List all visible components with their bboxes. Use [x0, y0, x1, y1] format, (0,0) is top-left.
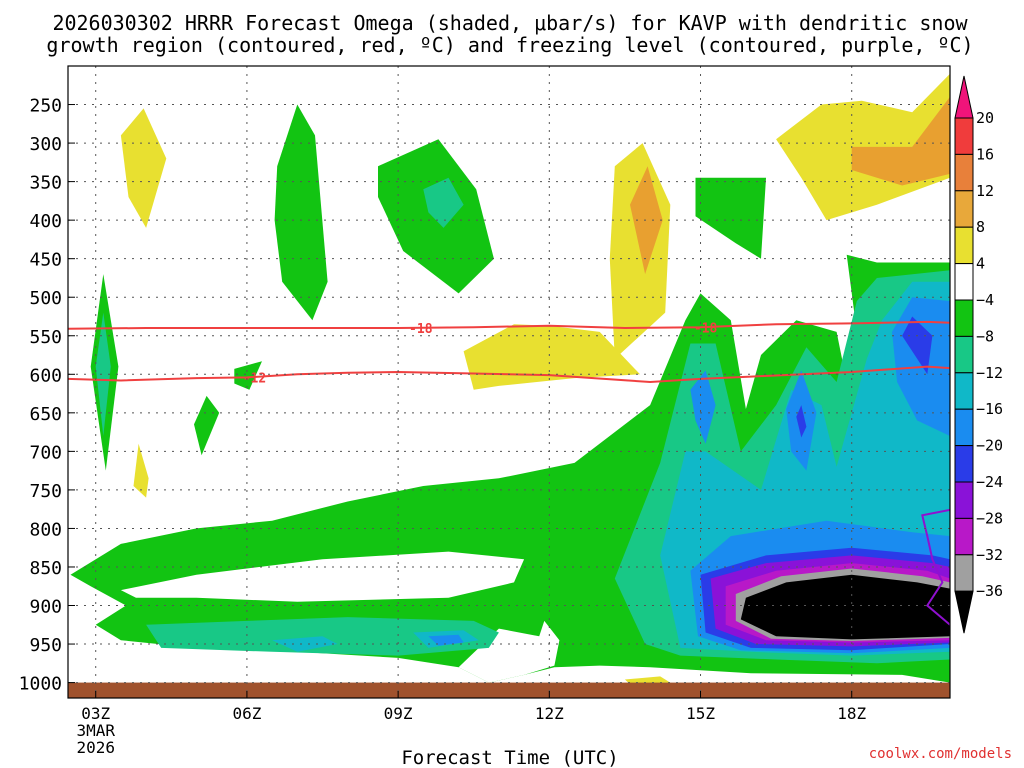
colorbar-label-10: −24: [976, 473, 1003, 491]
omega-region-2: [120, 108, 167, 228]
contour-label-minus18-a: -18: [409, 322, 433, 337]
x-tick-sublabel-1: 2026: [76, 738, 115, 757]
omega-shading: [68, 73, 950, 698]
colorbar-label-13: −36: [976, 582, 1003, 600]
x-tick-label-06Z: 06Z: [232, 704, 261, 723]
colorbar-label-5: −4: [976, 291, 994, 309]
colorbar-label-2: 12: [976, 182, 994, 200]
omega-region-28: [796, 405, 807, 438]
y-tick-label-950: 950: [29, 635, 62, 656]
colorbar-label-0: 20: [976, 109, 994, 127]
omega-region-9: [609, 143, 671, 359]
omega-region-6: [274, 104, 328, 321]
omega-region-3: [133, 443, 149, 498]
omega-region-17: [458, 620, 560, 683]
plot-frame: [67, 65, 951, 699]
omega-region-4: [194, 395, 220, 456]
y-tick-label-400: 400: [29, 211, 62, 232]
y-tick-label-600: 600: [29, 365, 62, 386]
colorbar-swatch-0: [954, 117, 974, 155]
x-tick-label-15Z: 15Z: [686, 704, 715, 723]
x-tick-sublabel-0: 3MAR: [76, 721, 115, 740]
colorbar-label-4: 4: [976, 255, 985, 273]
credit-link[interactable]: coolwx.com/models: [869, 746, 1012, 762]
omega-region-8: [423, 177, 464, 228]
ground-layer: [68, 682, 950, 698]
colorbar-label-8: −16: [976, 400, 1003, 418]
freezing-level-contour: [921, 508, 950, 626]
x-tick-label-03Z: 03Z: [81, 704, 110, 723]
omega-region-5: [234, 361, 262, 390]
omega-region-10: [630, 166, 663, 275]
colorbar-swatch-10: [954, 481, 974, 519]
dendritic-minus12-contour: [68, 365, 950, 384]
y-tick-label-550: 550: [29, 327, 62, 348]
x-axis-label: Forecast Time (UTC): [401, 747, 618, 768]
y-tick-label-900: 900: [29, 597, 62, 618]
omega-region-14: [851, 96, 950, 186]
colorbar-top-arrow: [954, 75, 974, 119]
colorbar-label-11: −28: [976, 509, 1003, 527]
y-tick-label-250: 250: [29, 96, 62, 117]
y-tick-label-300: 300: [29, 134, 62, 155]
colorbar-label-1: 16: [976, 145, 994, 163]
y-tick-label-350: 350: [29, 173, 62, 194]
y-tick-label-800: 800: [29, 519, 62, 540]
omega-region-16: [120, 551, 525, 602]
omega-region-24: [690, 370, 716, 444]
chart-title-line2: growth region (contoured, red, ºC) and f…: [46, 33, 973, 57]
omega-region-21: [428, 634, 464, 646]
omega-region-1: [95, 312, 111, 436]
y-tick-label-850: 850: [29, 558, 62, 579]
x-tick-label-12Z: 12Z: [535, 704, 564, 723]
omega-region-19: [272, 636, 338, 652]
x-tick-label-09Z: 09Z: [384, 704, 413, 723]
colorbar-swatch-7: [954, 372, 974, 410]
colorbar-swatch-9: [954, 445, 974, 483]
y-tick-label-650: 650: [29, 404, 62, 425]
chart-title-line1: 2026030302 HRRR Forecast Omega (shaded, …: [52, 11, 968, 35]
contour-label-minus18-b: -18: [694, 321, 718, 336]
colorbar-swatch-2: [954, 190, 974, 228]
contour-label-minus12: -12: [243, 371, 266, 386]
colorbar-label-6: −8: [976, 327, 994, 345]
colorbar-label-7: −12: [976, 364, 1003, 382]
grid-lines: [68, 66, 950, 698]
colorbar-swatch-8: [954, 408, 974, 447]
y-tick-label-1000: 1000: [19, 674, 62, 695]
colorbar-swatch-1: [954, 153, 974, 192]
y-tick-label-700: 700: [29, 442, 62, 463]
y-tick-label-450: 450: [29, 250, 62, 271]
omega-region-11: [695, 177, 766, 259]
omega-region-27: [902, 316, 933, 375]
colorbar-label-12: −32: [976, 546, 1003, 564]
colorbar-label-9: −20: [976, 437, 1003, 455]
omega-region-34: [740, 574, 950, 640]
omega-colorbar: 20 16 12 8 4 −4 −8 −12 −16 −20 −24 −28 −32 −36: [954, 75, 1003, 634]
colorbar-swatch-3: [954, 226, 974, 265]
colorbar-swatch-6: [954, 335, 974, 374]
y-tick-label-750: 750: [29, 481, 62, 502]
colorbar-label-3: 8: [976, 218, 985, 236]
colorbar-swatch-5: [954, 299, 974, 337]
colorbar-bottom-arrow: [954, 590, 974, 634]
colorbar-swatch-12: [954, 554, 974, 592]
x-tick-label-18Z: 18Z: [837, 704, 866, 723]
colorbar-swatch-11: [954, 517, 974, 556]
y-tick-label-500: 500: [29, 288, 62, 309]
colorbar-swatch-4: [954, 263, 974, 301]
pressure-axis: 250 300 350 400 450 500 550 600 650 700 750 800 850 9…: [19, 96, 75, 695]
